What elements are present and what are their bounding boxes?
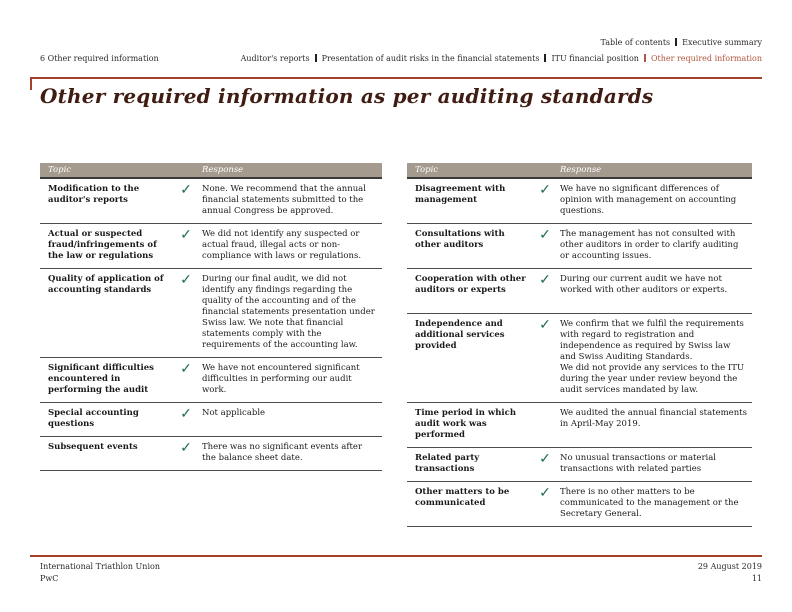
- nav-row-primary: Table of contents Executive summary: [241, 38, 762, 50]
- footer-rule: [30, 555, 762, 557]
- page-number: 11: [751, 574, 762, 583]
- table-row: Modification to the auditor's reports ✓ …: [40, 179, 382, 224]
- footer-left: International Triathlon Union PwC: [40, 561, 160, 585]
- table-row: Quality of application of accounting sta…: [40, 269, 382, 358]
- response-cell: We have no significant differences of op…: [560, 184, 737, 216]
- footer-firm: PwC: [40, 574, 59, 583]
- nav-divider: [675, 38, 678, 46]
- response-cell: No unusual transactions or material tran…: [560, 453, 717, 474]
- left-table: Topic Response Modification to the audit…: [40, 163, 382, 471]
- nav-executive-summary[interactable]: Executive summary: [682, 38, 762, 47]
- nav-auditors-reports[interactable]: Auditor's reports: [240, 54, 310, 63]
- check-icon: ✓: [180, 182, 192, 198]
- table-row: Consultations with other auditors ✓ The …: [407, 224, 752, 269]
- footer-date: 29 August 2019: [697, 562, 762, 571]
- footer-client: International Triathlon Union: [40, 562, 160, 571]
- check-icon: ✓: [180, 406, 192, 422]
- check-icon: ✓: [180, 361, 192, 377]
- column-header-response: Response: [560, 164, 602, 175]
- check-icon: ✓: [539, 182, 551, 198]
- check-icon: ✓: [539, 272, 551, 288]
- response-cell: The management has not consulted with ot…: [560, 229, 739, 261]
- topic-cell: Significant difficulties encountered in …: [48, 363, 154, 395]
- topic-cell: Modification to the auditor's reports: [48, 184, 140, 205]
- nav-itu-financial-position[interactable]: ITU financial position: [551, 54, 639, 63]
- topic-cell: Other matters to be communicated: [415, 487, 510, 508]
- column-header-topic: Topic: [48, 164, 72, 175]
- topic-cell: Independence and additional services pro…: [415, 319, 505, 351]
- table-row: Subsequent events ✓ There was no signifi…: [40, 437, 382, 471]
- topic-cell: Quality of application of accounting sta…: [48, 274, 164, 295]
- topic-cell: Consultations with other auditors: [415, 229, 505, 250]
- topic-cell: Actual or suspected fraud/infringements …: [48, 229, 157, 261]
- table-row: Other matters to be communicated ✓ There…: [407, 482, 752, 527]
- response-cell: We did not identify any suspected or act…: [202, 229, 362, 261]
- response-cell: Not applicable: [202, 408, 266, 418]
- table-row: Cooperation with other auditors or exper…: [407, 269, 752, 314]
- nav-divider: [314, 54, 317, 62]
- response-cell: We confirm that we fulfil the requiremen…: [560, 319, 745, 395]
- top-navigation: Table of contents Executive summary Audit…: [241, 38, 762, 70]
- column-header-topic: Topic: [415, 164, 439, 175]
- response-cell: During our current audit we have not wor…: [560, 274, 728, 295]
- check-icon: ✓: [539, 451, 551, 467]
- topic-cell: Time period in which audit work was perf…: [415, 408, 516, 440]
- check-icon: ✓: [180, 440, 192, 456]
- nav-table-of-contents[interactable]: Table of contents: [600, 38, 671, 47]
- check-icon: ✓: [539, 227, 551, 243]
- topic-cell: Disagreement with management: [415, 184, 506, 205]
- response-cell: We have not encountered significant diff…: [202, 363, 360, 395]
- nav-other-required-information[interactable]: Other required information: [650, 54, 762, 63]
- right-table: Topic Response Disagreement with managem…: [407, 163, 752, 527]
- check-icon: ✓: [539, 317, 551, 333]
- table-row: Disagreement with management ✓ We have n…: [407, 179, 752, 224]
- header-rule: [30, 77, 762, 79]
- table-row: Actual or suspected fraud/infringements …: [40, 224, 382, 269]
- nav-divider: [643, 54, 646, 62]
- topic-cell: Related party transactions: [415, 453, 480, 474]
- table-row: Related party transactions ✓ No unusual …: [407, 448, 752, 482]
- page-title: Other required information as per auditi…: [40, 84, 654, 108]
- section-label: 6 Other required information: [40, 54, 159, 63]
- column-header-response: Response: [202, 164, 244, 175]
- check-icon: ✓: [539, 485, 551, 501]
- response-cell: We audited the annual financial statemen…: [560, 408, 747, 429]
- response-cell: There is no other matters to be communic…: [560, 487, 739, 519]
- nav-divider: [544, 54, 547, 62]
- check-icon: [530, 408, 560, 441]
- check-icon: ✓: [180, 272, 192, 288]
- topic-cell: Cooperation with other auditors or exper…: [415, 274, 526, 295]
- response-cell: During our final audit, we did not ident…: [202, 274, 375, 350]
- check-icon: ✓: [180, 227, 192, 243]
- footer-right: 29 August 2019 11: [698, 561, 762, 585]
- table-row: Time period in which audit work was perf…: [407, 403, 752, 448]
- response-cell: None. We recommend that the annual finan…: [202, 184, 366, 216]
- table-row: Special accounting questions ✓ Not appli…: [40, 403, 382, 437]
- table-row: Independence and additional services pro…: [407, 314, 752, 403]
- nav-presentation-audit-risks[interactable]: Presentation of audit risks in the finan…: [321, 54, 540, 63]
- nav-row-secondary: Auditor's reports Presentation of audit r…: [241, 54, 762, 66]
- topic-cell: Subsequent events: [48, 442, 138, 452]
- right-table-header: Topic Response: [407, 163, 752, 179]
- header-rule-corner: [30, 77, 32, 90]
- left-table-header: Topic Response: [40, 163, 382, 179]
- table-row: Significant difficulties encountered in …: [40, 358, 382, 403]
- response-cell: There was no significant events after th…: [202, 442, 363, 463]
- topic-cell: Special accounting questions: [48, 408, 139, 429]
